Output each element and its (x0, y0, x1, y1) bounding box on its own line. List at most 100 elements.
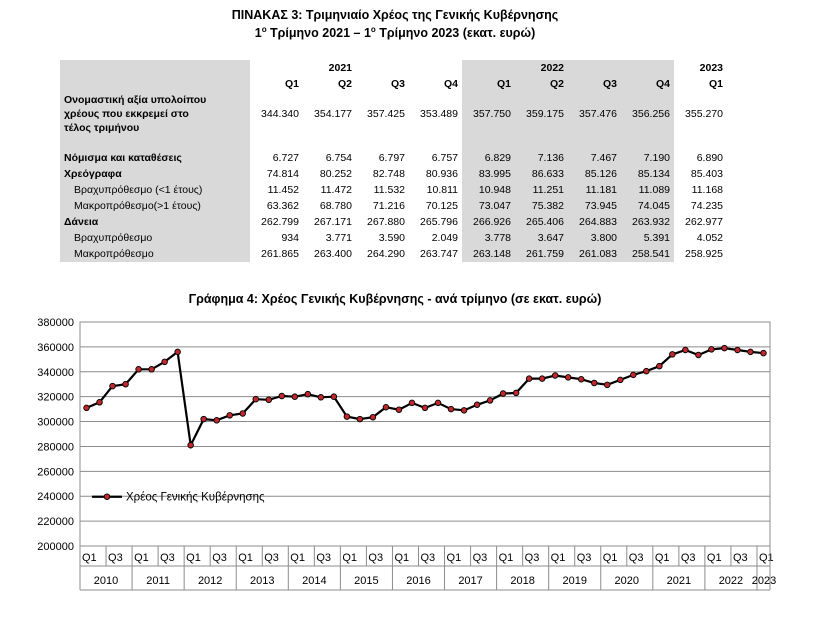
table-row: Νόμισμα και καταθέσεις 6.727 6.754 6.797 6.7… (60, 150, 727, 166)
spacer-cell (568, 136, 621, 150)
table-cell: 11.089 (621, 182, 674, 198)
year-header: 2022 (515, 60, 568, 76)
table-cell: 73.945 (568, 198, 621, 214)
table-cell: 3.590 (378, 232, 405, 244)
table-cell: 6.757 (431, 152, 458, 164)
y-tick-label: 260000 (37, 466, 74, 478)
table-cell: 74.045 (621, 198, 674, 214)
data-point (317, 394, 325, 401)
data-point (226, 412, 233, 419)
data-point (343, 413, 351, 420)
data-point (174, 348, 181, 356)
y-tick-label: 320000 (37, 392, 74, 404)
x-year-label: 2012 (198, 575, 222, 587)
table-cell: 75.382 (515, 198, 568, 214)
table-cell: 83.995 (462, 166, 515, 182)
table-cell: 353.489 (420, 108, 458, 120)
x-quarter-label: Q3 (420, 552, 435, 564)
data-point (200, 415, 207, 423)
data-point (291, 393, 299, 400)
x-quarter-label: Q1 (707, 552, 722, 564)
x-quarter-label: Q1 (394, 552, 409, 564)
table-cell: 6.797 (378, 152, 405, 164)
table-cell: 10.948 (462, 182, 515, 198)
quarter-header: Q4 (621, 76, 674, 92)
table-cell: 263.747 (420, 248, 458, 260)
x-quarter-label: Q1 (655, 552, 670, 564)
row-label-line: τέλος τριμήνου (64, 122, 140, 134)
spacer-cell (515, 136, 568, 150)
quarter-header: Q1 (708, 78, 723, 90)
x-quarter-label: Q3 (629, 552, 644, 564)
table-cell: 6.829 (462, 150, 515, 166)
x-year-label: 2021 (667, 575, 691, 587)
row-label: Νόμισμα και καταθέσεις (60, 150, 250, 166)
data-point (304, 390, 312, 398)
table-cell: 85.403 (690, 168, 723, 180)
year-header (250, 60, 303, 76)
table-cell: 258.541 (621, 246, 674, 262)
table-cell: 7.190 (621, 150, 674, 166)
spacer-cell (621, 136, 674, 150)
x-quarter-label: Q3 (108, 552, 123, 564)
table-cell: 11.251 (515, 182, 568, 198)
table-row: Μακροπρόθεσμο(>1 έτους) 63.362 68.780 71.21… (60, 198, 727, 214)
x-year-label: 2010 (94, 575, 118, 587)
table-cell: 85.134 (621, 166, 674, 182)
data-point (356, 415, 364, 423)
row-label: Μακροπρόθεσμο (60, 246, 250, 262)
x-year-label: 2011 (146, 575, 170, 587)
chart-title: Γράφημα 4: Χρέος Γενικής Κυβέρνησης - αν… (188, 292, 602, 306)
data-point (148, 366, 155, 373)
year-header: 2023 (699, 62, 723, 74)
data-point (747, 348, 754, 356)
table-row: Βραχυπρόθεσμο (<1 έτους) 11.452 11.472 11.5… (60, 182, 727, 198)
data-point (669, 351, 676, 358)
row-label-line: χρέους που εκκρεμεί στο (64, 108, 189, 120)
data-point (630, 371, 637, 379)
table-cell: 74.814 (266, 168, 299, 180)
quarter-header: Q1 (284, 78, 299, 90)
data-point (395, 406, 403, 413)
x-quarter-label: Q1 (447, 552, 462, 564)
x-quarter-label: Q3 (368, 552, 383, 564)
table-cell: 11.472 (320, 184, 352, 196)
year-header (409, 60, 462, 76)
data-point (252, 395, 260, 403)
data-point (512, 389, 520, 397)
x-quarter-label: Q3 (473, 552, 488, 564)
table-cell: 68.780 (319, 200, 352, 212)
table-cell: 258.925 (685, 248, 723, 260)
data-point (708, 346, 715, 353)
table-cell: 265.406 (515, 214, 568, 230)
x-quarter-label: Q3 (577, 552, 592, 564)
data-point (604, 381, 611, 389)
x-year-label: 2013 (250, 575, 274, 587)
year-header (568, 60, 621, 76)
spacer-cell (303, 136, 356, 150)
data-point (538, 375, 546, 382)
table-cell: 266.926 (462, 214, 515, 230)
data-point (96, 399, 103, 406)
x-year-label: 2017 (458, 575, 482, 587)
data-point (695, 351, 702, 359)
table-cell: 3.800 (568, 230, 621, 246)
table-row: Ονομαστική αξία υπολοίπου χρέους που εκκρ… (60, 92, 727, 136)
legend-marker (103, 493, 111, 500)
quarter-header: Q1 (462, 76, 515, 92)
x-quarter-label: Q1 (759, 552, 774, 564)
table-cell: 356.256 (621, 92, 674, 136)
x-quarter-label: Q1 (290, 552, 305, 564)
quarter-header: Q2 (515, 76, 568, 92)
data-point (122, 380, 129, 388)
year-header (356, 60, 409, 76)
data-point (369, 413, 377, 421)
table-cell: 261.865 (261, 248, 299, 260)
x-quarter-label: Q3 (160, 552, 175, 564)
row-label: Βραχυπρόθεσμο (<1 έτους) (60, 182, 250, 198)
row-label: Χρεόγραφα (60, 166, 250, 182)
table-cell: 261.083 (568, 246, 621, 262)
x-quarter-label: Q3 (681, 552, 696, 564)
year-header (621, 60, 674, 76)
data-point (643, 367, 650, 375)
